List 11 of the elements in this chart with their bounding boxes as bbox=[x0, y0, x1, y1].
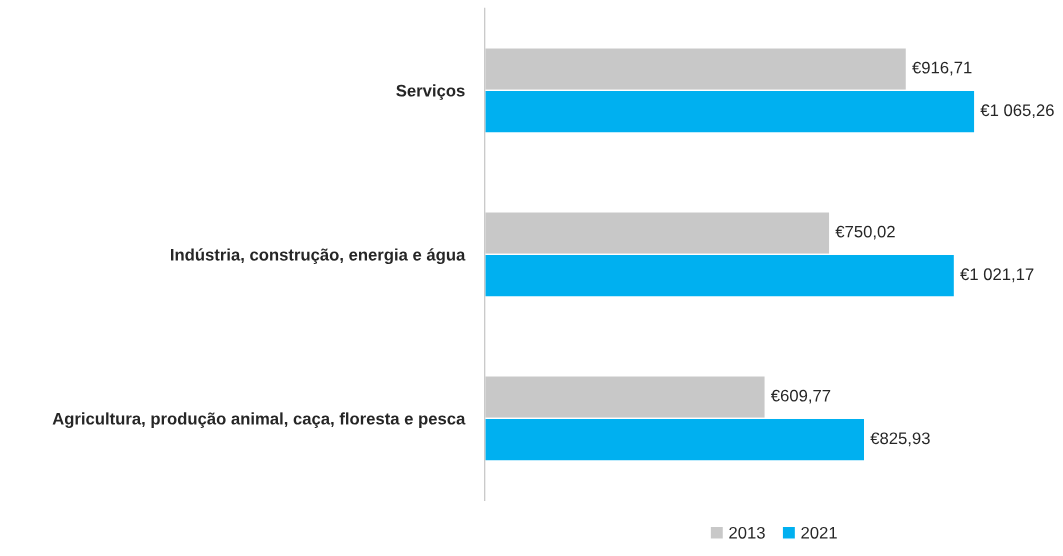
legend-label: 2021 bbox=[801, 526, 837, 539]
data-label: €1 021,17 bbox=[960, 268, 1034, 283]
data-label: €916,71 bbox=[912, 61, 972, 76]
legend-label: 2013 bbox=[729, 526, 765, 539]
data-label: €825,93 bbox=[870, 432, 930, 447]
y-tick-label: Serviços bbox=[396, 84, 465, 100]
data-label: €750,02 bbox=[835, 225, 895, 240]
y-tick-label: Indústria, construção, energia e água bbox=[170, 248, 466, 265]
data-label: €1 065,26 bbox=[980, 104, 1054, 119]
y-tick-label: Agricultura, produção animal, caça, floresta e pesca bbox=[52, 412, 466, 428]
data-label: €609,77 bbox=[770, 389, 831, 404]
